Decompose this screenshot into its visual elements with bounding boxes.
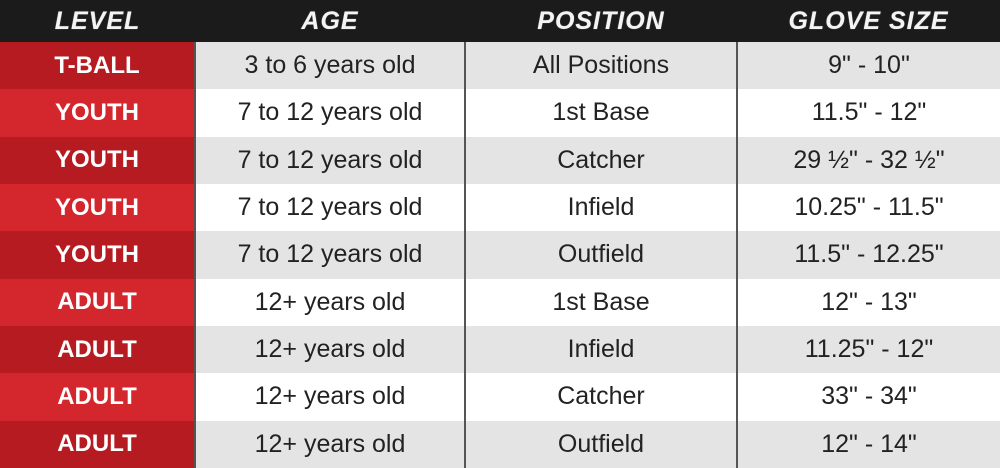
cell-glove-size: 11.25" - 12" <box>736 325 1000 374</box>
cell-level: YOUTH <box>0 231 195 279</box>
cell-age: 7 to 12 years old <box>194 183 465 232</box>
cell-position: All Positions <box>464 42 737 90</box>
cell-position: Outfield <box>464 420 737 468</box>
cell-level: YOUTH <box>0 89 195 137</box>
cell-level: YOUTH <box>0 136 195 184</box>
cell-position: Catcher <box>464 373 737 421</box>
cell-level: ADULT <box>0 325 195 374</box>
table-row: YOUTH 7 to 12 years old Outfield 11.5" - 12… <box>0 231 1000 279</box>
cell-age: 7 to 12 years old <box>194 231 465 279</box>
cell-glove-size: 10.25" - 11.5" <box>736 183 1000 232</box>
table-row: YOUTH 7 to 12 years old 1st Base 11.5" - 12… <box>0 89 1000 137</box>
cell-level: YOUTH <box>0 183 195 232</box>
cell-position: Infield <box>464 325 737 374</box>
table-row: ADULT 12+ years old Infield 11.25" - 12" <box>0 325 1000 374</box>
cell-glove-size: 9" - 10" <box>736 42 1000 90</box>
header-age: AGE <box>195 0 465 42</box>
cell-position: 1st Base <box>464 89 737 137</box>
header-level: LEVEL <box>0 0 195 42</box>
cell-position: 1st Base <box>464 278 737 326</box>
header-row: LEVEL AGE POSITION GLOVE SIZE <box>0 0 1000 42</box>
table-row: YOUTH 7 to 12 years old Catcher 29 ½" - 32 … <box>0 136 1000 184</box>
table-row: T-BALL 3 to 6 years old All Positions 9" - … <box>0 42 1000 90</box>
cell-age: 7 to 12 years old <box>194 136 465 184</box>
table-row: ADULT 12+ years old 1st Base 12" - 13" <box>0 278 1000 326</box>
table-row: YOUTH 7 to 12 years old Infield 10.25" - 11… <box>0 183 1000 232</box>
cell-age: 12+ years old <box>194 420 465 468</box>
cell-glove-size: 11.5" - 12" <box>736 89 1000 137</box>
cell-age: 12+ years old <box>194 373 465 421</box>
cell-level: T-BALL <box>0 42 195 90</box>
table-row: ADULT 12+ years old Catcher 33" - 34" <box>0 373 1000 421</box>
cell-age: 7 to 12 years old <box>194 89 465 137</box>
cell-glove-size: 29 ½" - 32 ½" <box>736 136 1000 184</box>
cell-age: 12+ years old <box>194 278 465 326</box>
cell-level: ADULT <box>0 420 195 468</box>
cell-age: 3 to 6 years old <box>194 42 465 90</box>
cell-level: ADULT <box>0 278 195 326</box>
cell-glove-size: 11.5" - 12.25" <box>736 231 1000 279</box>
cell-age: 12+ years old <box>194 325 465 374</box>
cell-level: ADULT <box>0 373 195 421</box>
cell-glove-size: 12" - 14" <box>736 420 1000 468</box>
table-row: ADULT 12+ years old Outfield 12" - 14" <box>0 420 1000 468</box>
cell-position: Catcher <box>464 136 737 184</box>
header-glove-size: GLOVE SIZE <box>737 0 1000 42</box>
cell-position: Infield <box>464 183 737 232</box>
header-position: POSITION <box>465 0 737 42</box>
cell-glove-size: 12" - 13" <box>736 278 1000 326</box>
cell-glove-size: 33" - 34" <box>736 373 1000 421</box>
cell-position: Outfield <box>464 231 737 279</box>
